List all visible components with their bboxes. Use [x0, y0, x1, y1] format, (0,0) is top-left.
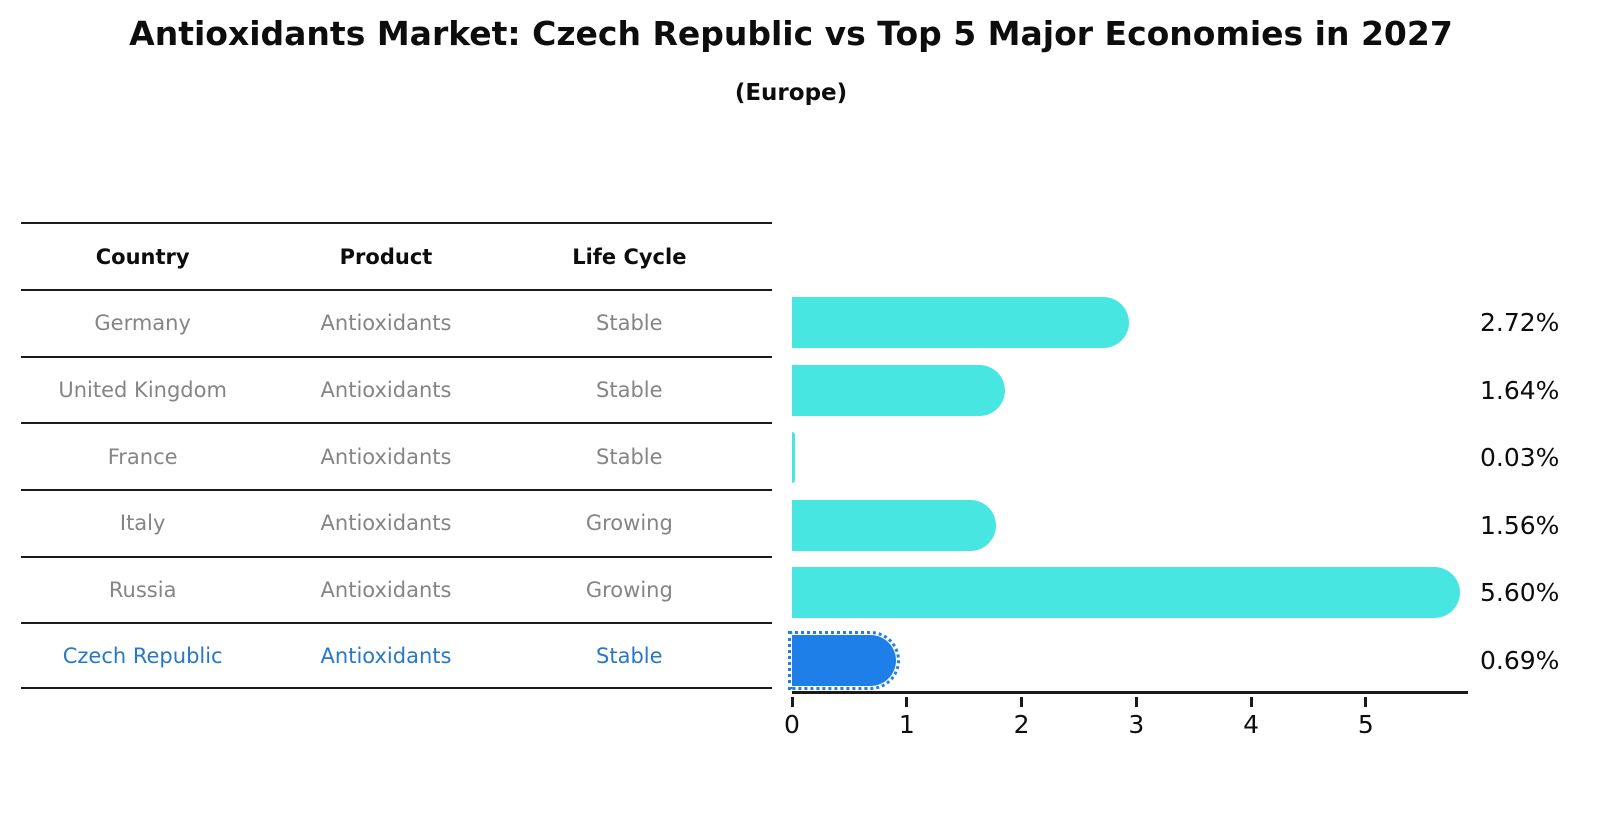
lifecycle-cell: Growing	[585, 578, 673, 603]
value-label-italy: 1.56%	[1480, 510, 1560, 540]
country-cell: United Kingdom	[58, 378, 227, 403]
lifecycle-cell: Growing	[585, 511, 673, 536]
table-row-france: France Antioxidants Stable	[21, 422, 772, 489]
x-tick-label: 2	[1013, 710, 1030, 739]
table-row-germany: Germany Antioxidants Stable	[21, 289, 772, 356]
page-title: Antioxidants Market: Czech Republic vs T…	[129, 14, 1453, 53]
lifecycle-cell: Stable	[596, 643, 663, 668]
tick-mark	[790, 697, 794, 707]
bar-row-russia	[792, 559, 1468, 627]
value-label-russia: 5.60%	[1480, 578, 1560, 608]
lifecycle-cell: Stable	[596, 311, 663, 336]
bar-row-france	[792, 424, 1468, 492]
country-cell: France	[107, 444, 178, 469]
bar-france	[792, 432, 796, 483]
x-tick-label: 4	[1243, 710, 1260, 739]
product-cell: Antioxidants	[320, 378, 452, 403]
x-tick-label: 0	[784, 710, 800, 739]
x-tick-label: 1	[898, 710, 915, 739]
lifecycle-cell: Stable	[596, 378, 663, 403]
country-column-header: Country	[95, 244, 190, 269]
country-cell: Russia	[108, 578, 177, 603]
country-cell: Germany	[94, 311, 191, 336]
value-label-column: 2.72% 1.64% 0.03% 1.56% 5.60% 0.69%	[1480, 289, 1606, 694]
tick-mark	[1134, 697, 1138, 707]
product-cell: Antioxidants	[320, 511, 452, 536]
value-label-united-kingdom: 1.64%	[1480, 375, 1560, 405]
bar-italy	[792, 499, 997, 551]
country-cell: Czech Republic	[62, 643, 223, 668]
bar-row-germany	[792, 289, 1468, 357]
table-row-russia: Russia Antioxidants Growing	[21, 555, 772, 623]
lifecycle-column-header: Life Cycle	[572, 244, 687, 269]
x-axis: 0 1 2 3 4 5	[784, 694, 1468, 754]
tick-mark	[1249, 697, 1253, 707]
product-cell: Antioxidants	[320, 578, 452, 603]
bar-plot-area	[787, 289, 1468, 695]
product-cell: Antioxidants	[320, 444, 452, 469]
page-subtitle: (Europe)	[734, 80, 848, 106]
tick-mark	[905, 697, 909, 707]
table-row-italy: Italy Antioxidants Growing	[21, 489, 772, 556]
country-cell: Italy	[119, 511, 166, 536]
x-tick-label: 5	[1357, 710, 1374, 739]
value-label-france: 0.03%	[1480, 443, 1560, 473]
x-tick-label: 3	[1128, 710, 1145, 739]
product-column-header: Product	[339, 244, 433, 269]
value-label-czech-republic: 0.69%	[1480, 645, 1560, 675]
tick-mark	[1364, 697, 1368, 707]
table-row-czech-republic: Czech Republic Antioxidants Stable	[21, 622, 772, 690]
product-cell: Antioxidants	[320, 643, 452, 668]
bar-united-kingdom	[792, 364, 1006, 416]
table-header-row: Country Product Life Cycle	[21, 222, 772, 289]
bar-germany	[792, 297, 1130, 348]
bar-czech-republic	[787, 630, 901, 690]
bar-row-czech-republic	[787, 627, 1468, 695]
bar-row-italy	[792, 492, 1468, 560]
country-table: Country Product Life Cycle Germany Antio…	[21, 222, 772, 690]
table-row-united-kingdom: United Kingdom Antioxidants Stable	[21, 355, 772, 423]
bar-russia	[792, 567, 1460, 618]
lifecycle-cell: Stable	[596, 444, 663, 469]
product-cell: Antioxidants	[320, 311, 452, 336]
x-axis-line	[792, 691, 1468, 694]
value-label-germany: 2.72%	[1480, 308, 1560, 338]
tick-mark	[1020, 697, 1024, 707]
bar-row-united-kingdom	[792, 357, 1468, 425]
